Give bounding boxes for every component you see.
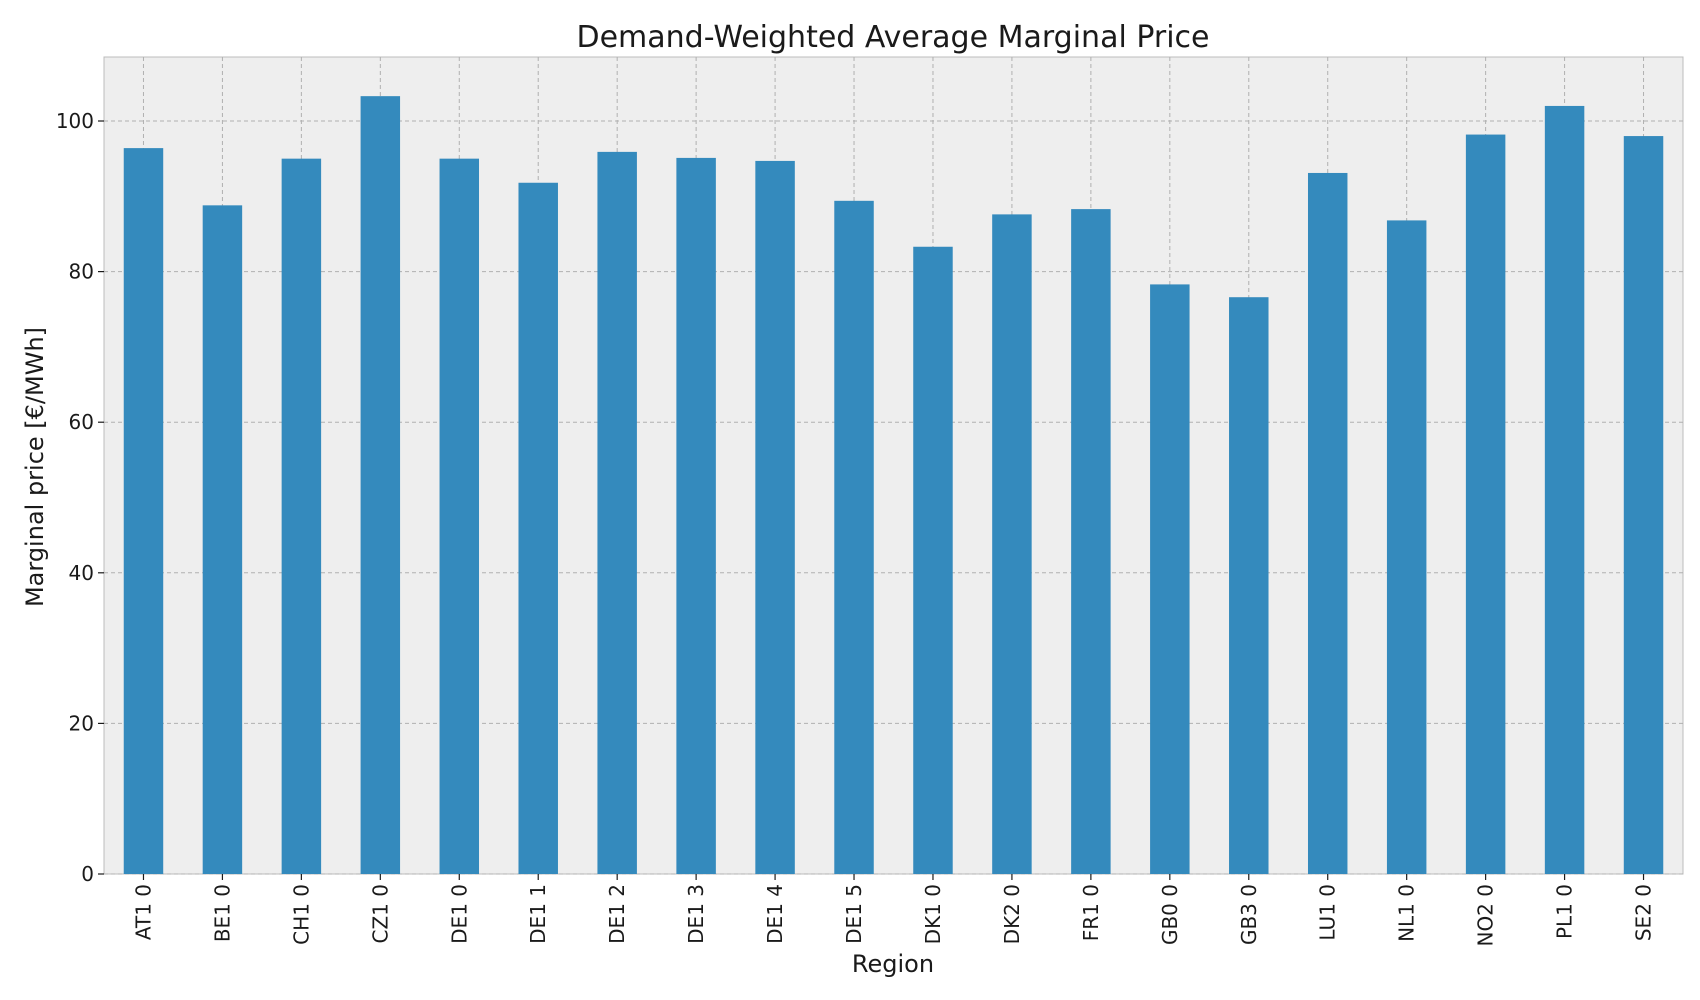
x-tick-label: GB3 0 — [1237, 884, 1261, 945]
x-tick-label: DE1 2 — [605, 884, 629, 944]
bar — [123, 148, 164, 875]
x-tick-label: AT1 0 — [131, 884, 155, 940]
x-axis: AT1 0 BE1 0 CH1 0 CZ1 0 DE1 0 DE1 1 DE1 2 DE1 3… — [131, 874, 1656, 947]
y-tick-label: 20 — [69, 711, 94, 735]
y-axis-label: Marginal price [€/MWh] — [21, 327, 49, 607]
y-tick-label: 100 — [56, 109, 94, 133]
bar — [1386, 220, 1427, 874]
x-axis-label: Region — [852, 950, 934, 978]
bar — [834, 200, 874, 874]
x-tick-label: DE1 3 — [684, 884, 708, 944]
x-tick-label: FR1 0 — [1079, 884, 1103, 941]
x-tick-label: GB0 0 — [1158, 884, 1182, 945]
bar — [1465, 134, 1506, 874]
bar — [281, 158, 322, 875]
x-tick-label: DE1 4 — [763, 884, 787, 944]
bar — [439, 158, 480, 875]
x-tick-label: SE2 0 — [1632, 884, 1656, 941]
bar — [202, 205, 243, 874]
bar — [1229, 297, 1269, 874]
bar — [1150, 284, 1190, 874]
y-axis: 0 20 40 60 80 100 — [56, 109, 104, 886]
x-tick-label: NO2 0 — [1474, 884, 1498, 947]
x-tick-label: DE1 5 — [842, 884, 866, 944]
y-tick-label: 0 — [81, 862, 94, 886]
bar — [676, 157, 716, 875]
bar — [1623, 136, 1664, 874]
y-tick-label: 60 — [69, 410, 94, 434]
bar — [992, 214, 1032, 874]
bar — [360, 96, 401, 874]
x-tick-label: CZ1 0 — [368, 884, 392, 943]
bar — [1544, 105, 1585, 874]
y-tick-label: 40 — [69, 561, 94, 585]
plot-area — [103, 56, 1684, 875]
x-tick-label: DE1 0 — [447, 884, 471, 944]
bars — [123, 96, 1664, 875]
x-tick-label: CH1 0 — [289, 884, 313, 945]
x-tick-label: BE1 0 — [210, 884, 234, 942]
y-tick-label: 80 — [69, 260, 94, 284]
bar — [755, 160, 795, 875]
bar — [1307, 172, 1348, 874]
bar — [1071, 209, 1111, 874]
x-tick-label: PL1 0 — [1553, 884, 1577, 939]
bar — [913, 246, 953, 875]
x-tick-label: LU1 0 — [1316, 884, 1340, 941]
bar — [597, 151, 637, 874]
chart-title: Demand-Weighted Average Marginal Price — [576, 20, 1209, 55]
bar — [518, 182, 558, 874]
x-tick-label: DE1 1 — [526, 884, 550, 944]
x-tick-label: NL1 0 — [1395, 884, 1419, 942]
x-tick-label: DK1 0 — [921, 884, 945, 944]
x-tick-label: DK2 0 — [1000, 884, 1024, 944]
